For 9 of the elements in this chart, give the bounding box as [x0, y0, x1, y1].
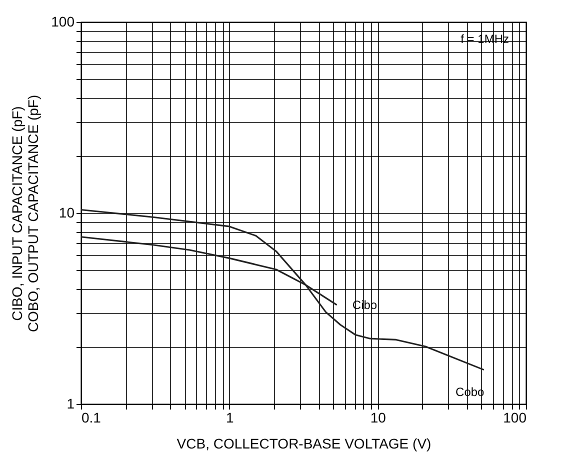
y-tick-label: 100	[51, 14, 75, 30]
y-tick-label: 10	[58, 204, 75, 220]
y-axis-title: CIBO, INPUT CAPACITANCE (pF) COBO, OUTPUT CAPACITANCE (pF)	[9, 94, 42, 332]
x-axis-title: VCB, COLLECTOR-BASE VOLTAGE (V)	[176, 436, 432, 452]
x-tick-label: 100	[503, 410, 527, 426]
x-tick-label: 1	[226, 410, 234, 426]
x-tick-label: 0.1	[82, 410, 102, 426]
y-tick-label: 1	[66, 396, 75, 412]
x-tick-label: 10	[370, 410, 386, 426]
